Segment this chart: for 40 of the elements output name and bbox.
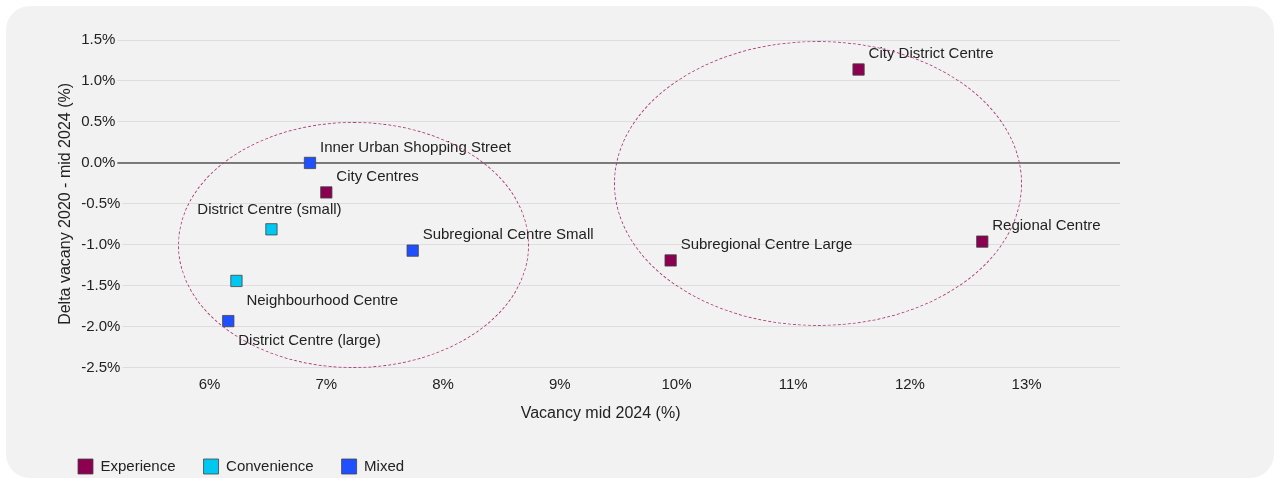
annotation: District Centre (small): [197, 199, 342, 217]
x-tick-label: 9%: [548, 374, 571, 392]
annotation: District Centre (large): [238, 330, 381, 348]
y-axis-title: Delta vacany 2020 - mid 2024 (%): [56, 82, 74, 325]
point: [303, 156, 317, 169]
x-tick-label: 8%: [432, 374, 454, 392]
y-tick-label: -1.0%: [81, 235, 121, 253]
point: [664, 254, 677, 267]
point: [230, 274, 243, 287]
annotation: City District Centre: [868, 44, 994, 62]
y-tick-label: 1.0%: [81, 71, 116, 89]
annotation: Inner Urban Shopping Street: [319, 137, 512, 155]
annotation: Neighbourhood Centre: [246, 290, 399, 308]
legend-label: Convenience: [226, 456, 314, 474]
point: [852, 63, 865, 76]
point: [406, 244, 419, 257]
annotation: Subregional Centre Small: [422, 225, 594, 243]
annotation: Subregional Centre Large: [680, 235, 853, 253]
point: [222, 315, 235, 328]
legend-label: Mixed: [364, 456, 405, 474]
y-tick-label: 0.0%: [81, 153, 116, 171]
point: [320, 186, 333, 199]
annotation: Regional Centre: [992, 216, 1101, 234]
x-tick-label: 10%: [661, 374, 692, 392]
x-tick-label: 12%: [894, 374, 925, 392]
y-tick-label: -2.5%: [81, 357, 121, 375]
x-tick-label: 7%: [315, 374, 338, 392]
annotation: City Centres: [336, 167, 419, 185]
x-tick-label: 6%: [198, 374, 221, 392]
point: [976, 235, 989, 248]
x-tick-label: 11%: [778, 374, 808, 392]
y-tick-label: 1.5%: [81, 30, 116, 48]
x-tick-label: 13%: [1011, 374, 1042, 392]
point: [265, 223, 278, 236]
y-tick-label: 0.5%: [81, 112, 116, 130]
x-axis-title: Vacancy mid 2024 (%): [520, 403, 681, 421]
y-tick-label: -2.0%: [81, 316, 121, 334]
y-tick-label: -0.5%: [81, 194, 121, 212]
legend-label: Experience: [100, 456, 176, 474]
y-tick-label: -1.5%: [81, 275, 121, 293]
